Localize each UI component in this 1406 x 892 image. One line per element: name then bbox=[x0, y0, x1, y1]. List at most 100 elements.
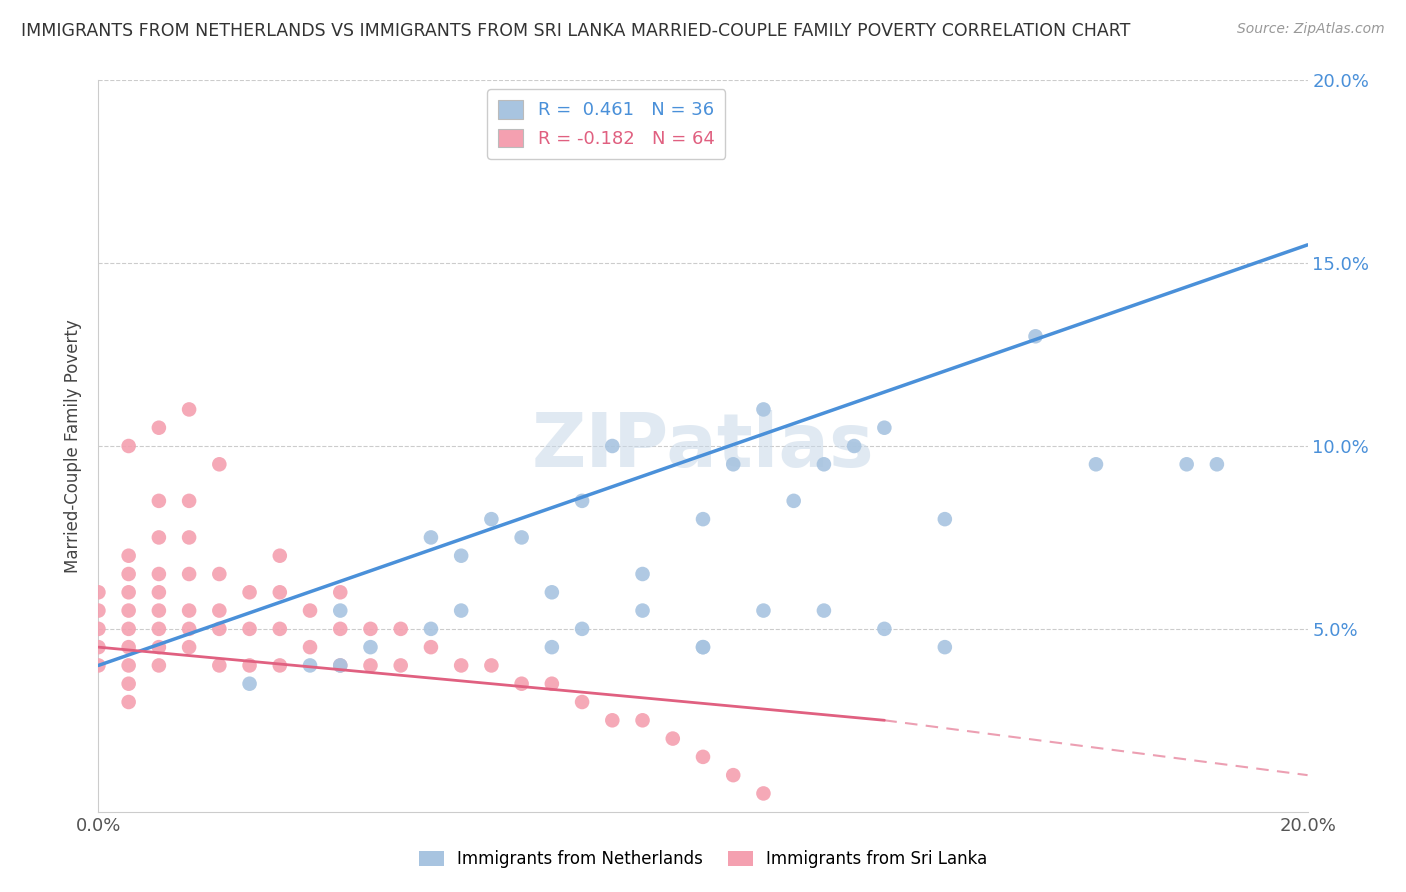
Point bbox=[179, 603, 201, 617]
Point bbox=[269, 549, 291, 563]
Point bbox=[631, 603, 654, 617]
Point bbox=[661, 731, 683, 746]
Point bbox=[481, 512, 503, 526]
Point bbox=[360, 658, 382, 673]
Point bbox=[692, 640, 714, 655]
Point bbox=[813, 603, 835, 617]
Point bbox=[87, 622, 110, 636]
Legend: R =  0.461   N = 36, R = -0.182   N = 64: R = 0.461 N = 36, R = -0.182 N = 64 bbox=[486, 89, 725, 159]
Point bbox=[179, 640, 201, 655]
Point bbox=[540, 676, 562, 690]
Point bbox=[239, 585, 262, 599]
Point bbox=[118, 640, 141, 655]
Point bbox=[692, 640, 714, 655]
Point bbox=[208, 622, 231, 636]
Point bbox=[118, 658, 141, 673]
Y-axis label: Married-Couple Family Poverty: Married-Couple Family Poverty bbox=[65, 319, 83, 573]
Point bbox=[179, 567, 201, 582]
Point bbox=[540, 585, 562, 599]
Point bbox=[692, 749, 714, 764]
Point bbox=[1024, 329, 1046, 343]
Point bbox=[118, 585, 141, 599]
Point bbox=[118, 549, 141, 563]
Point bbox=[239, 622, 262, 636]
Point bbox=[87, 603, 110, 617]
Point bbox=[329, 658, 352, 673]
Point bbox=[571, 695, 593, 709]
Point bbox=[208, 658, 231, 673]
Point bbox=[87, 640, 110, 655]
Point bbox=[873, 421, 896, 435]
Text: Source: ZipAtlas.com: Source: ZipAtlas.com bbox=[1237, 22, 1385, 37]
Point bbox=[148, 640, 170, 655]
Point bbox=[873, 622, 896, 636]
Point bbox=[389, 658, 412, 673]
Point bbox=[299, 640, 322, 655]
Point bbox=[360, 622, 382, 636]
Text: IMMIGRANTS FROM NETHERLANDS VS IMMIGRANTS FROM SRI LANKA MARRIED-COUPLE FAMILY P: IMMIGRANTS FROM NETHERLANDS VS IMMIGRANT… bbox=[21, 22, 1130, 40]
Point bbox=[450, 658, 472, 673]
Point bbox=[420, 640, 443, 655]
Point bbox=[540, 640, 562, 655]
Point bbox=[1085, 457, 1108, 471]
Point bbox=[450, 549, 472, 563]
Point bbox=[299, 658, 322, 673]
Point bbox=[208, 603, 231, 617]
Point bbox=[208, 457, 231, 471]
Point bbox=[602, 439, 624, 453]
Point bbox=[934, 640, 956, 655]
Point bbox=[148, 658, 170, 673]
Point bbox=[1175, 457, 1198, 471]
Point bbox=[118, 622, 141, 636]
Point bbox=[752, 787, 775, 801]
Point bbox=[269, 585, 291, 599]
Point bbox=[239, 676, 262, 690]
Point bbox=[269, 658, 291, 673]
Point bbox=[208, 567, 231, 582]
Point bbox=[329, 603, 352, 617]
Point bbox=[420, 622, 443, 636]
Point bbox=[148, 622, 170, 636]
Point bbox=[783, 494, 806, 508]
Point bbox=[510, 530, 533, 544]
Legend: Immigrants from Netherlands, Immigrants from Sri Lanka: Immigrants from Netherlands, Immigrants … bbox=[412, 844, 994, 875]
Point bbox=[118, 439, 141, 453]
Point bbox=[118, 567, 141, 582]
Point bbox=[179, 494, 201, 508]
Point bbox=[179, 622, 201, 636]
Point bbox=[631, 714, 654, 728]
Point bbox=[360, 640, 382, 655]
Point bbox=[752, 603, 775, 617]
Point bbox=[1206, 457, 1229, 471]
Point bbox=[87, 658, 110, 673]
Point bbox=[329, 585, 352, 599]
Point bbox=[934, 512, 956, 526]
Point bbox=[148, 585, 170, 599]
Point bbox=[329, 622, 352, 636]
Text: ZIPatlas: ZIPatlas bbox=[531, 409, 875, 483]
Point bbox=[389, 622, 412, 636]
Point bbox=[631, 567, 654, 582]
Point bbox=[148, 421, 170, 435]
Point bbox=[269, 622, 291, 636]
Point bbox=[571, 622, 593, 636]
Point bbox=[510, 676, 533, 690]
Point bbox=[692, 512, 714, 526]
Point bbox=[148, 494, 170, 508]
Point bbox=[723, 457, 745, 471]
Point bbox=[118, 695, 141, 709]
Point bbox=[723, 768, 745, 782]
Point bbox=[239, 658, 262, 673]
Point bbox=[450, 603, 472, 617]
Point bbox=[179, 402, 201, 417]
Point bbox=[118, 676, 141, 690]
Point bbox=[420, 530, 443, 544]
Point bbox=[813, 457, 835, 471]
Point bbox=[481, 658, 503, 673]
Point bbox=[148, 567, 170, 582]
Point bbox=[329, 658, 352, 673]
Point bbox=[148, 603, 170, 617]
Point bbox=[148, 530, 170, 544]
Point bbox=[752, 402, 775, 417]
Point bbox=[179, 530, 201, 544]
